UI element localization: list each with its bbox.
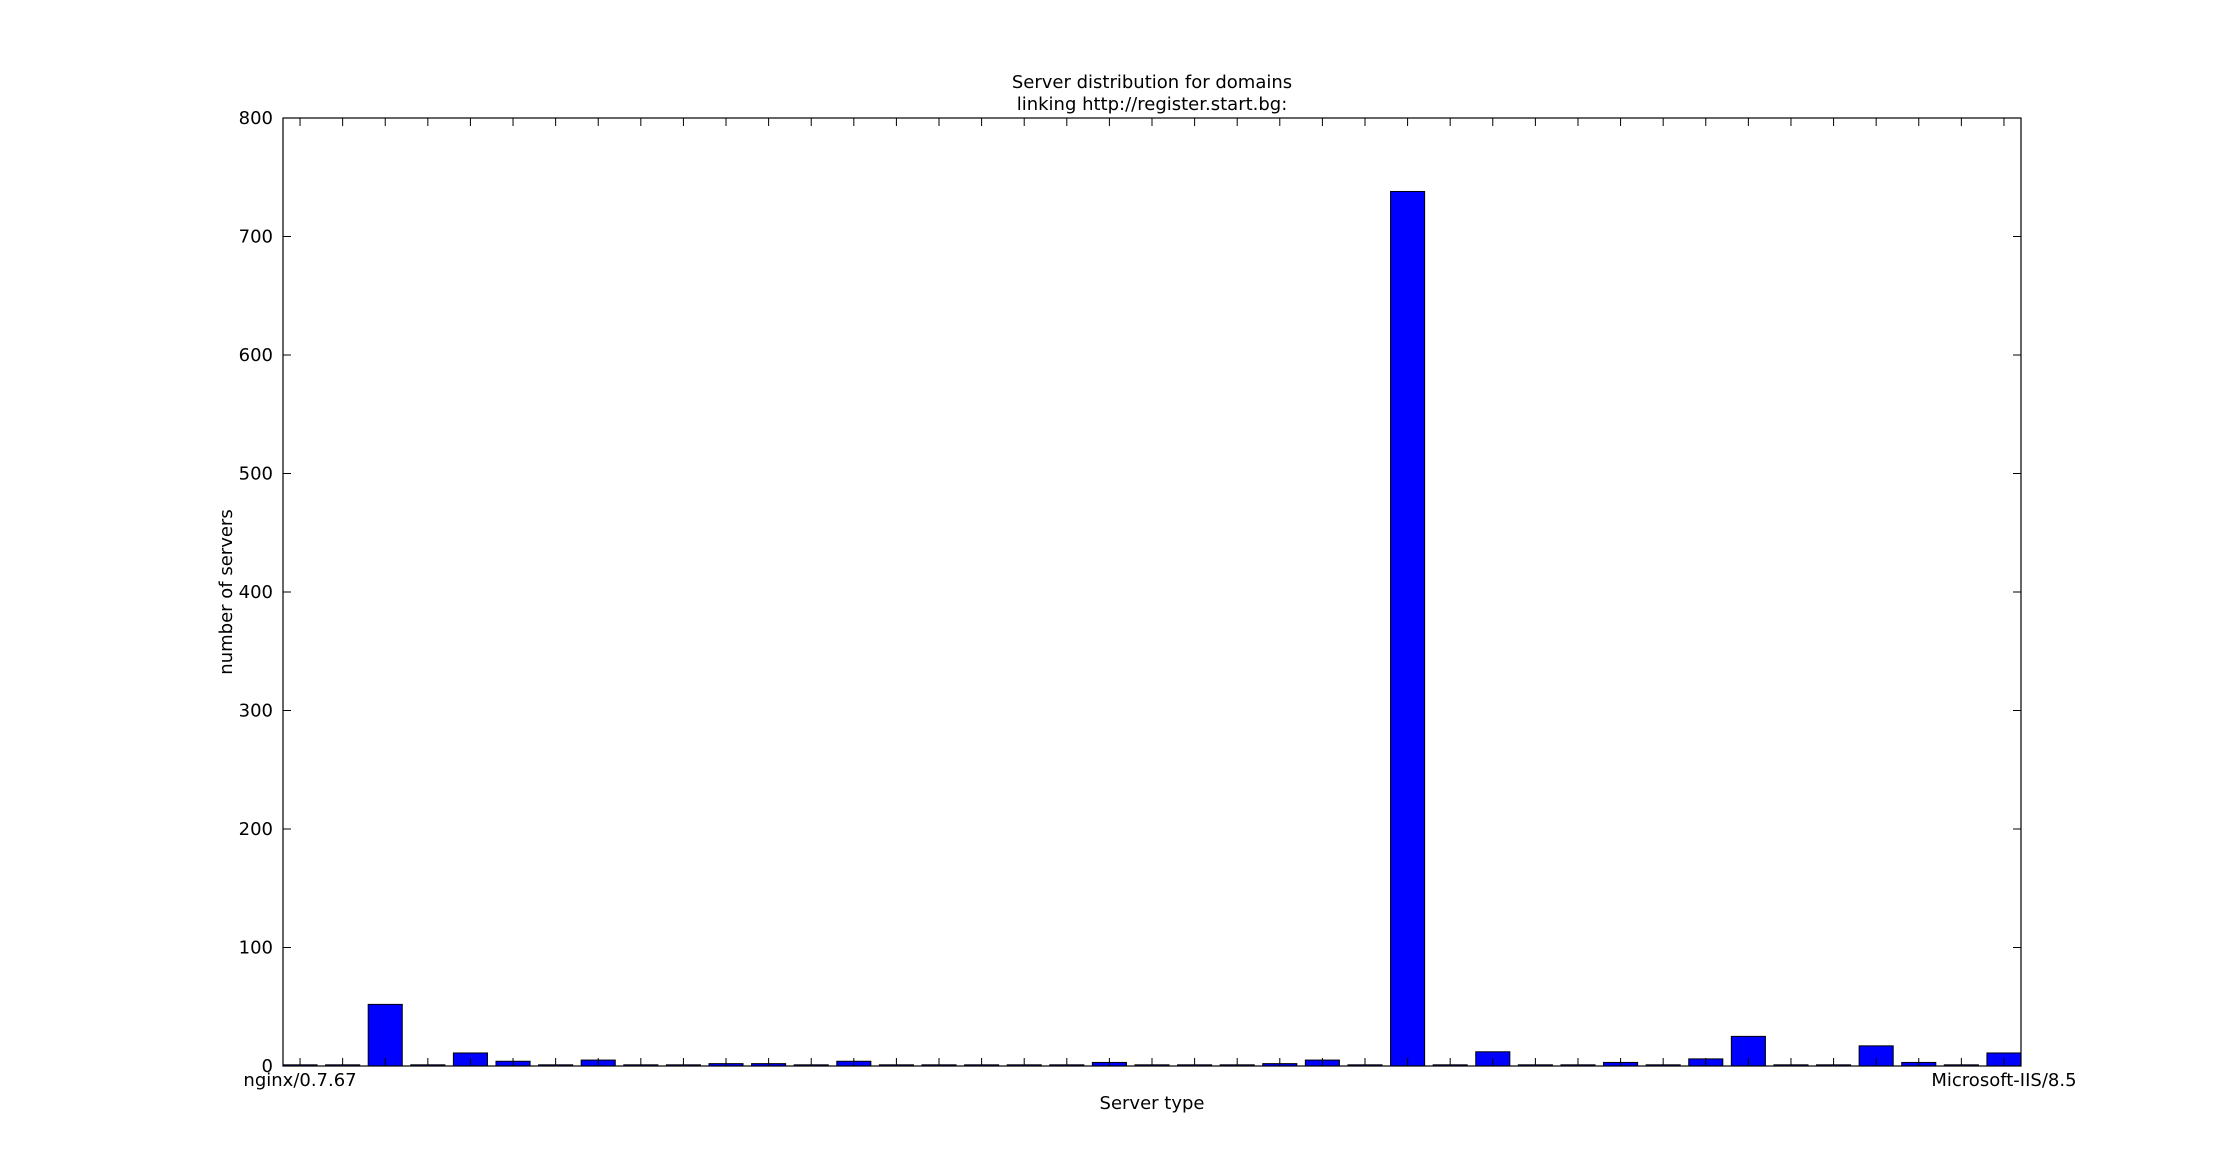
y-tick-label: 200 bbox=[239, 819, 273, 840]
y-tick-label: 600 bbox=[239, 345, 273, 366]
x-axis-label: Server type bbox=[1100, 1093, 1205, 1114]
y-tick-label: 400 bbox=[239, 582, 273, 603]
y-tick-label: 800 bbox=[239, 108, 273, 129]
bar bbox=[367, 1003, 403, 1067]
y-tick-label: 100 bbox=[239, 938, 273, 959]
plot-frame bbox=[282, 117, 2022, 1067]
y-tick-label: 700 bbox=[239, 227, 273, 248]
y-tick-label: 500 bbox=[239, 464, 273, 485]
x-tick-label: Microsoft-IIS/8.5 bbox=[1931, 1070, 2076, 1091]
x-tick-label: nginx/0.7.67 bbox=[243, 1070, 356, 1091]
chart-title: Server distribution for domains linking h… bbox=[1012, 72, 1292, 115]
y-tick-label: 0 bbox=[262, 1056, 273, 1077]
y-tick-label: 300 bbox=[239, 701, 273, 722]
y-axis-label: number of servers bbox=[216, 509, 237, 674]
bar bbox=[1390, 190, 1426, 1067]
